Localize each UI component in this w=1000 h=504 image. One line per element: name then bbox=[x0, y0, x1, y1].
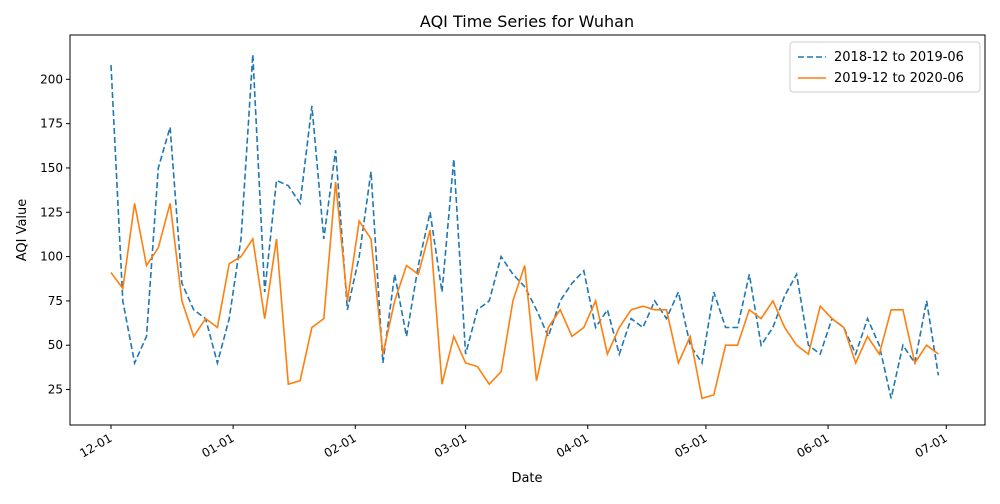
y-tick-label: 150 bbox=[40, 161, 63, 175]
x-tick-label: 05-01 bbox=[672, 431, 709, 461]
x-tick-label: 01-01 bbox=[199, 431, 236, 461]
y-axis-label: AQI Value bbox=[15, 199, 30, 262]
x-tick-label: 03-01 bbox=[432, 431, 469, 461]
y-tick-label: 75 bbox=[48, 294, 63, 308]
x-axis-label: Date bbox=[511, 471, 542, 486]
legend-label: 2018-12 to 2019-06 bbox=[834, 50, 964, 65]
plot-area bbox=[110, 54, 940, 400]
x-tick-label: 06-01 bbox=[794, 431, 831, 461]
x-tick-label: 12-01 bbox=[77, 431, 114, 461]
x-tick-label: 07-01 bbox=[913, 431, 950, 461]
legend-label: 2019-12 to 2020-06 bbox=[834, 71, 964, 86]
axes-frame bbox=[69, 34, 986, 426]
y-tick-label: 100 bbox=[40, 250, 63, 264]
x-tick-label: 02-01 bbox=[322, 431, 359, 461]
y-tick-label: 125 bbox=[40, 205, 63, 219]
x-tick-label: 04-01 bbox=[554, 431, 591, 461]
series-line bbox=[110, 182, 939, 400]
y-tick-label: 25 bbox=[48, 383, 63, 397]
y-tick-label: 200 bbox=[40, 72, 63, 86]
chart-title: AQI Time Series for Wuhan bbox=[420, 12, 634, 31]
y-tick-label: 50 bbox=[48, 338, 63, 352]
legend-box bbox=[789, 41, 981, 93]
series-line bbox=[110, 54, 940, 399]
y-tick-label: 175 bbox=[40, 117, 63, 131]
